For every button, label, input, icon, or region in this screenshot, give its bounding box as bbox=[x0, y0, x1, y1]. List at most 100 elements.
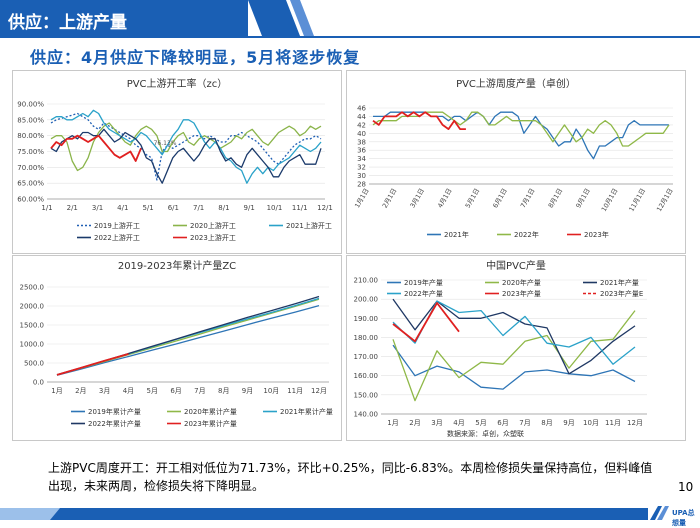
chart-china-output: 中国PVC产量 140.00 150.00 160.00 170.00 180.00 190… bbox=[354, 259, 647, 438]
series-line-1 bbox=[372, 111, 670, 147]
section-title: 供应：上游产量 bbox=[8, 13, 127, 33]
x-tick-label: 11月1日 bbox=[627, 187, 647, 213]
legend-label: 2019年产量 bbox=[404, 278, 443, 287]
y-tick-label: 85.00% bbox=[17, 116, 44, 124]
y-tick-label: 0.0 bbox=[33, 379, 44, 387]
series-line-1 bbox=[392, 310, 636, 402]
logo-text: UPA总想量 bbox=[672, 509, 695, 527]
x-tick-label: 7月1日 bbox=[519, 187, 537, 209]
legend-label: 2021年 bbox=[444, 230, 469, 239]
y-tick-label: 210.00 bbox=[354, 277, 379, 285]
x-tick-label: 4月 bbox=[123, 387, 134, 395]
header-underline bbox=[0, 36, 700, 38]
y-tick-label: 44 bbox=[357, 113, 366, 121]
x-tick-label: 8月 bbox=[541, 419, 552, 427]
series-line-4 bbox=[392, 302, 460, 343]
legend-label: 2022上游开工 bbox=[94, 233, 140, 242]
header-banner-stripe-light bbox=[290, 0, 314, 36]
x-tick-label: 1月1日 bbox=[353, 187, 371, 209]
x-tick-label: 5月 bbox=[475, 419, 486, 427]
legend-label: 2020上游开工 bbox=[190, 221, 236, 230]
x-tick-label: 5/1 bbox=[142, 204, 153, 212]
x-tick-label: 3/1 bbox=[92, 204, 103, 212]
x-tick-label: 4月1日 bbox=[436, 187, 454, 209]
series-line-4 bbox=[50, 134, 142, 162]
x-tick-label: 4/1 bbox=[117, 204, 128, 212]
legend-label: 2022年累计产量 bbox=[88, 419, 141, 428]
y-tick-label: 70.00% bbox=[17, 164, 44, 172]
x-tick-label: 10月1日 bbox=[600, 187, 620, 213]
chart-panel-utilization: PVC上游开工率（zc） 60.00% 65.00% 70.00% 75.00% 80.0… bbox=[12, 70, 342, 254]
y-tick-label: 36 bbox=[357, 147, 366, 155]
chart-panel-china-output: 中国PVC产量 140.00 150.00 160.00 170.00 180.00 190… bbox=[346, 255, 686, 441]
x-tick-label: 9月 bbox=[242, 387, 253, 395]
y-tick-label: 90.00% bbox=[17, 101, 44, 109]
y-tick-label: 75.00% bbox=[17, 148, 44, 156]
series-line-0 bbox=[50, 112, 322, 181]
y-tick-label: 170.00 bbox=[354, 353, 379, 361]
x-tick-label: 1月 bbox=[51, 387, 62, 395]
legend-label: 2023年产量 bbox=[502, 289, 541, 298]
chart-panel-weekly-output: PVC上游周度产量（卓创） 28 30 32 34 36 38 40 42 44 46 1月1日 2月1… bbox=[346, 70, 686, 254]
page-subtitle: 供应：4月供应下降较明显，5月将逐步恢复 bbox=[30, 48, 361, 67]
x-tick-label: 12/1 bbox=[317, 204, 333, 212]
x-tick-label: 1月 bbox=[387, 419, 398, 427]
x-tick-label: 2月 bbox=[75, 387, 86, 395]
x-tick-label: 7/1 bbox=[193, 204, 204, 212]
x-tick-label: 10/1 bbox=[267, 204, 283, 212]
legend-label: 2023年 bbox=[584, 230, 609, 239]
y-tick-label: 2000.0 bbox=[20, 303, 45, 311]
header-banner bbox=[0, 0, 700, 38]
footer-bar-dark bbox=[50, 508, 648, 520]
x-tick-label: 4月 bbox=[453, 419, 464, 427]
logo-icon bbox=[650, 506, 669, 520]
x-tick-label: 2/1 bbox=[67, 204, 78, 212]
x-tick-label: 11/1 bbox=[292, 204, 308, 212]
x-tick-label: 6/1 bbox=[168, 204, 179, 212]
y-tick-label: 500.0 bbox=[24, 360, 44, 368]
y-tick-label: 200.00 bbox=[354, 296, 379, 304]
summary-text: 上游PVC周度开工：开工相对低位为71.73%，环比+0.25%，同比-6.83… bbox=[48, 461, 653, 493]
series-line-3 bbox=[50, 128, 322, 184]
x-tick-label: 9月 bbox=[563, 419, 574, 427]
x-tick-label: 8月1日 bbox=[547, 187, 565, 209]
x-tick-label: 7月 bbox=[194, 387, 205, 395]
y-tick-label: 150.00 bbox=[354, 391, 379, 399]
chart-title: PVC上游开工率（zc） bbox=[127, 77, 228, 90]
x-tick-label: 6月 bbox=[497, 419, 508, 427]
y-tick-label: 30 bbox=[357, 172, 366, 180]
x-tick-label: 3月 bbox=[99, 387, 110, 395]
y-tick-label: 1500.0 bbox=[20, 322, 45, 330]
chart-title: 2019-2023年累计产量ZC bbox=[118, 259, 236, 272]
y-tick-label: 180.00 bbox=[354, 334, 379, 342]
header-banner-stripe bbox=[248, 0, 300, 36]
y-tick-label: 160.00 bbox=[354, 372, 379, 380]
x-tick-label: 12月1日 bbox=[655, 187, 675, 213]
legend-label: 2020年产量 bbox=[502, 278, 541, 287]
legend-label: 2021年产量 bbox=[600, 278, 639, 287]
legend-label: 2023年产量E bbox=[600, 289, 643, 298]
x-tick-label: 9月1日 bbox=[574, 187, 592, 209]
y-tick-label: 65.00% bbox=[17, 180, 44, 188]
legend-label: 2019年累计产量 bbox=[88, 407, 141, 416]
x-tick-label: 10月 bbox=[263, 387, 279, 395]
series-line-0 bbox=[373, 111, 669, 160]
legend-label: 2023年累计产量 bbox=[184, 419, 237, 428]
legend-label: 2021年累计产量 bbox=[280, 407, 333, 416]
legend-label: 2021上游开工 bbox=[286, 221, 332, 230]
x-tick-label: 9/1 bbox=[244, 204, 255, 212]
x-tick-label: 10月 bbox=[583, 419, 599, 427]
data-annotation: 76.13% bbox=[154, 140, 177, 147]
x-tick-label: 8月 bbox=[218, 387, 229, 395]
y-tick-label: 46 bbox=[357, 105, 366, 113]
x-tick-label: 2月 bbox=[409, 419, 420, 427]
series-line-4 bbox=[56, 353, 129, 376]
y-tick-label: 40 bbox=[357, 130, 366, 138]
page-number: 10 bbox=[678, 480, 694, 494]
y-tick-label: 42 bbox=[357, 121, 366, 129]
y-tick-label: 60.00% bbox=[17, 196, 44, 204]
series-line-2 bbox=[392, 298, 636, 375]
y-tick-label: 34 bbox=[357, 155, 366, 163]
y-tick-label: 80.00% bbox=[17, 132, 44, 140]
